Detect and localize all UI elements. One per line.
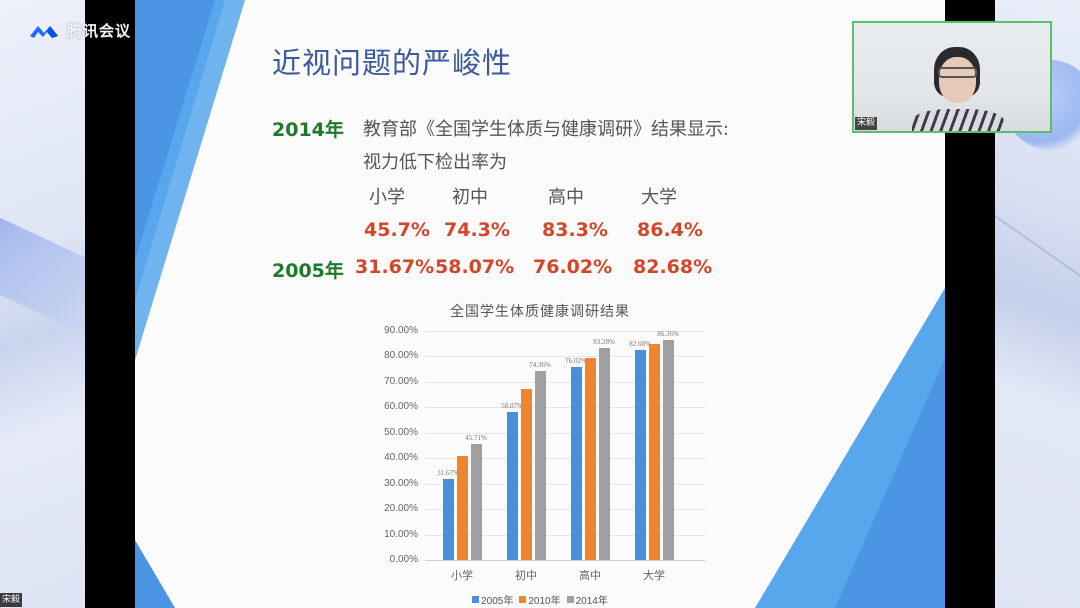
- self-name-tag: 宋毅: [0, 593, 23, 607]
- bar-data-label: 86.36%: [657, 330, 679, 339]
- gridline: [425, 483, 705, 485]
- gridline: [425, 458, 705, 460]
- legend-item-2005年: 2005年: [472, 592, 513, 607]
- bar-2014年-高中: [598, 348, 610, 560]
- gridline: [425, 331, 705, 332]
- bar-data-label: 76.02%: [565, 356, 587, 365]
- level-junior: 初中: [452, 187, 488, 208]
- level-senior: 高中: [548, 187, 584, 208]
- bar-2010年-高中: [584, 358, 596, 560]
- year-2005-label: 2005年: [272, 260, 344, 282]
- legend-swatch-icon: [472, 596, 480, 603]
- rate-2014-junior: 74.3%: [444, 219, 510, 241]
- intro-text-line1: 教育部《全国学生体质与健康调研》结果显示:: [363, 119, 730, 140]
- x-category-label: 小学: [451, 569, 473, 582]
- speaker-video-tile[interactable]: 宋毅: [852, 21, 1052, 133]
- bar-data-label: 31.67%: [437, 469, 459, 478]
- decorative-ridge: [995, 204, 1080, 298]
- bar-2010年-小学: [456, 455, 468, 560]
- bar-chart: 全国学生体质健康调研结果 2005年 2010年 2014年 0.00% 10.00%…: [370, 295, 710, 608]
- y-tick-label: 50.00%: [384, 426, 418, 438]
- tencent-meeting-logo-icon: [30, 25, 58, 38]
- gridline: [425, 534, 705, 536]
- bar-2014年-初中: [534, 370, 546, 560]
- speaker-name-tag: 宋毅: [855, 117, 878, 130]
- bar-2010年-大学: [648, 344, 660, 560]
- bar-2005年-高中: [570, 366, 582, 560]
- gridline: [425, 381, 705, 383]
- y-tick-label: 60.00%: [384, 401, 418, 413]
- legend-label: 2005年: [481, 596, 514, 607]
- gridline: [425, 432, 705, 434]
- rate-2005-university: 82.68%: [633, 256, 713, 278]
- level-primary: 小学: [369, 187, 405, 208]
- chart-title: 全国学生体质健康调研结果: [450, 304, 630, 320]
- bar-data-label: 74.36%: [529, 360, 551, 369]
- bar-data-label: 45.71%: [465, 433, 487, 442]
- bar-2014年-小学: [470, 443, 482, 560]
- slide-title: 近视问题的严峻性: [272, 46, 513, 80]
- legend-item-2014年: 2014年: [566, 592, 608, 607]
- y-tick-label: 80.00%: [384, 350, 418, 362]
- rate-2005-senior: 76.02%: [533, 256, 613, 278]
- bar-2014年-大学: [662, 340, 674, 560]
- y-tick-label: 70.00%: [384, 375, 418, 387]
- speaker-body: [912, 109, 1004, 131]
- chart-legend: 2005年 2010年 2014年: [370, 592, 710, 607]
- app-name: 腾讯会议: [67, 22, 132, 40]
- y-tick-label: 10.00%: [384, 528, 418, 540]
- bar-data-label: 58.07%: [501, 402, 523, 411]
- y-tick-label: 40.00%: [384, 452, 418, 464]
- rate-2014-primary: 45.7%: [364, 219, 430, 241]
- gridline: [425, 356, 705, 358]
- decorative-shard: [0, 217, 85, 333]
- level-university: 大学: [641, 187, 677, 208]
- year-2014-label: 2014年: [272, 119, 344, 141]
- speaker-glasses: [938, 67, 977, 78]
- x-category-label: 大学: [643, 569, 665, 582]
- legend-label: 2010年: [528, 596, 561, 607]
- gridline: [425, 509, 705, 511]
- x-category-label: 初中: [515, 569, 537, 582]
- legend-swatch-icon: [566, 596, 574, 603]
- bar-data-label: 82.68%: [629, 339, 651, 348]
- gridline: [425, 407, 705, 409]
- rate-2014-senior: 83.3%: [542, 219, 608, 241]
- rate-2005-primary: 31.67%: [355, 256, 435, 278]
- legend-item-2010年: 2010年: [519, 592, 561, 607]
- intro-text-line2: 视力低下检出率为: [363, 152, 507, 173]
- y-tick-label: 30.00%: [384, 477, 418, 489]
- bar-data-label: 83.28%: [593, 338, 615, 347]
- bar-2010年-初中: [520, 388, 532, 560]
- legend-swatch-icon: [519, 596, 527, 603]
- y-tick-label: 0.00%: [389, 554, 418, 565]
- bar-2005年-大学: [634, 349, 646, 560]
- y-tick-label: 90.00%: [384, 325, 418, 336]
- legend-label: 2014年: [575, 596, 608, 607]
- app-logo: 腾讯会议: [28, 20, 131, 41]
- bar-2005年-小学: [442, 479, 454, 560]
- letterbox-bar-left: [85, 0, 135, 608]
- x-category-label: 高中: [579, 569, 601, 582]
- rate-2005-junior: 58.07%: [435, 256, 515, 278]
- rate-2014-university: 86.4%: [637, 219, 703, 241]
- slide-decoration-left: [135, 0, 245, 608]
- slide-decoration-bottom-right: [755, 288, 945, 608]
- y-tick-label: 20.00%: [384, 503, 418, 515]
- shared-screen-slide: 近视问题的严峻性 2014年 教育部《全国学生体质与健康调研》结果显示: 视力低…: [135, 0, 945, 608]
- x-axis-line: [425, 560, 705, 561]
- speaker-face: [939, 57, 976, 103]
- bar-2005年-初中: [506, 412, 518, 560]
- meeting-background-left: [0, 0, 85, 608]
